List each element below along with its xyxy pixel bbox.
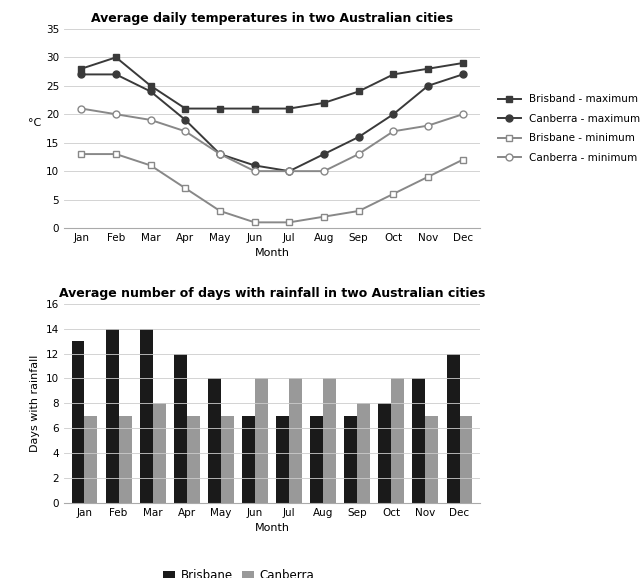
Bar xyxy=(221,416,234,503)
Bar xyxy=(153,403,166,503)
X-axis label: Month: Month xyxy=(255,523,289,533)
Canberra - maximum xyxy=(320,151,328,158)
Bar xyxy=(242,416,255,503)
Canberra - minimum xyxy=(355,151,362,158)
Brisband - maximum xyxy=(182,105,189,112)
Canberra - minimum xyxy=(112,111,120,118)
Canberra - maximum xyxy=(112,71,120,78)
Bar xyxy=(255,379,268,503)
Canberra - maximum xyxy=(424,82,432,89)
Canberra - minimum xyxy=(424,122,432,129)
Brisband - maximum xyxy=(77,65,85,72)
Brisbane - minimum xyxy=(147,162,154,169)
Canberra - minimum xyxy=(390,128,397,135)
Canberra - maximum xyxy=(147,88,154,95)
Canberra - maximum xyxy=(459,71,467,78)
Canberra - minimum xyxy=(182,128,189,135)
Brisband - maximum xyxy=(424,65,432,72)
Bar xyxy=(72,341,84,503)
Bar xyxy=(140,329,153,503)
Brisbane - minimum xyxy=(285,219,293,226)
X-axis label: Month: Month xyxy=(255,249,289,258)
Bar xyxy=(357,403,370,503)
Brisband - maximum xyxy=(112,54,120,61)
Brisband - maximum xyxy=(147,82,154,89)
Bar xyxy=(378,403,391,503)
Y-axis label: Days with rainfall: Days with rainfall xyxy=(30,354,40,452)
Bar xyxy=(391,379,404,503)
Bar xyxy=(460,416,472,503)
Line: Canberra - minimum: Canberra - minimum xyxy=(78,105,466,175)
Bar xyxy=(118,416,131,503)
Canberra - maximum xyxy=(285,168,293,175)
Brisband - maximum xyxy=(251,105,259,112)
Brisbane - minimum xyxy=(182,185,189,192)
Canberra - minimum xyxy=(216,151,224,158)
Bar xyxy=(106,329,118,503)
Canberra - minimum xyxy=(147,117,154,124)
Canberra - maximum xyxy=(355,134,362,140)
Canberra - maximum xyxy=(216,151,224,158)
Canberra - maximum xyxy=(77,71,85,78)
Canberra - minimum xyxy=(459,111,467,118)
Brisband - maximum xyxy=(459,60,467,66)
Bar xyxy=(323,379,336,503)
Brisbane - minimum xyxy=(251,219,259,226)
Y-axis label: °C: °C xyxy=(28,118,42,128)
Legend: Brisbane, Canberra: Brisbane, Canberra xyxy=(158,565,319,578)
Brisbane - minimum xyxy=(424,173,432,180)
Brisbane - minimum xyxy=(77,151,85,158)
Canberra - minimum xyxy=(285,168,293,175)
Brisband - maximum xyxy=(320,99,328,106)
Bar xyxy=(289,379,302,503)
Canberra - minimum xyxy=(320,168,328,175)
Brisbane - minimum xyxy=(390,190,397,197)
Brisband - maximum xyxy=(285,105,293,112)
Title: Average number of days with rainfall in two Australian cities: Average number of days with rainfall in … xyxy=(59,287,485,300)
Title: Average daily temperatures in two Australian cities: Average daily temperatures in two Austra… xyxy=(91,12,453,25)
Brisbane - minimum xyxy=(355,208,362,214)
Bar xyxy=(310,416,323,503)
Brisbane - minimum xyxy=(459,156,467,163)
Brisband - maximum xyxy=(390,71,397,78)
Canberra - maximum xyxy=(390,111,397,118)
Brisbane - minimum xyxy=(216,208,224,214)
Canberra - maximum xyxy=(251,162,259,169)
Bar xyxy=(426,416,438,503)
Canberra - minimum xyxy=(77,105,85,112)
Brisbane - minimum xyxy=(320,213,328,220)
Canberra - minimum xyxy=(251,168,259,175)
Brisband - maximum xyxy=(355,88,362,95)
Bar xyxy=(276,416,289,503)
Bar xyxy=(447,354,460,503)
Canberra - maximum xyxy=(182,117,189,124)
Brisband - maximum xyxy=(216,105,224,112)
Bar xyxy=(344,416,357,503)
Bar xyxy=(84,416,97,503)
Bar xyxy=(187,416,200,503)
Bar xyxy=(413,379,426,503)
Line: Canberra - maximum: Canberra - maximum xyxy=(78,71,466,175)
Bar xyxy=(174,354,187,503)
Bar xyxy=(208,379,221,503)
Line: Brisbane - minimum: Brisbane - minimum xyxy=(78,151,466,226)
Brisbane - minimum xyxy=(112,151,120,158)
Line: Brisband - maximum: Brisband - maximum xyxy=(78,54,466,112)
Legend: Brisband - maximum, Canberra - maximum, Brisbane - minimum, Canberra - minimum: Brisband - maximum, Canberra - maximum, … xyxy=(493,90,640,166)
